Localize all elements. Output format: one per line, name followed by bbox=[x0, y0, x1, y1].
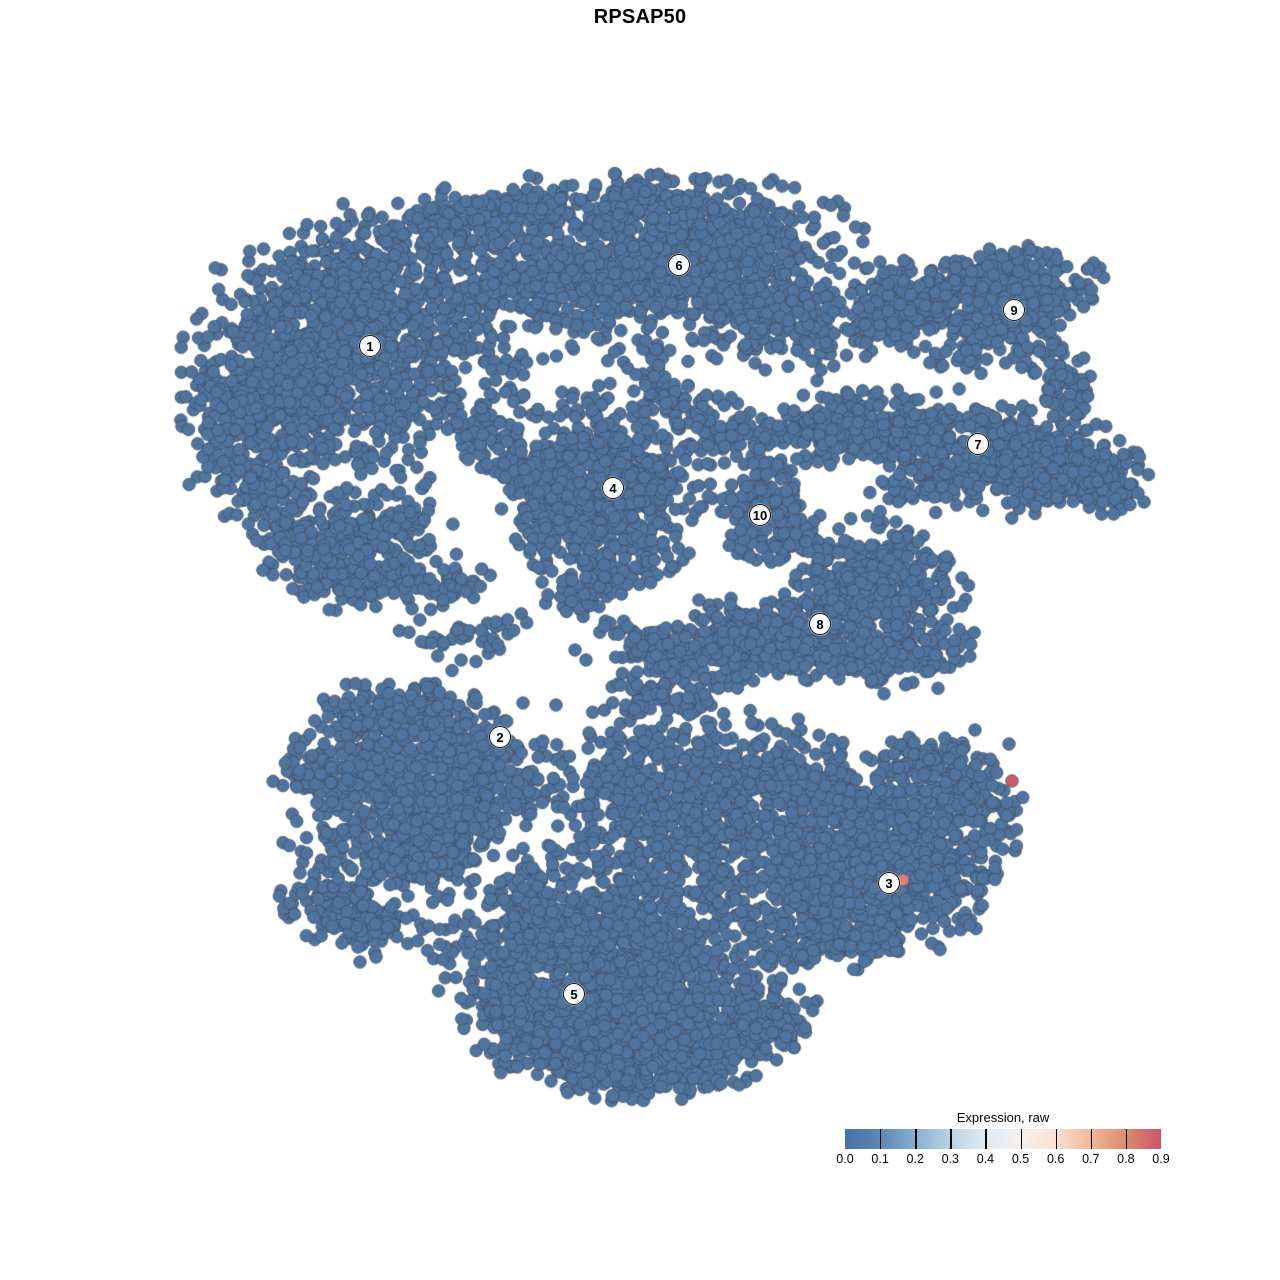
cluster-label-1[interactable]: 1 bbox=[359, 335, 381, 357]
cluster-label-4[interactable]: 4 bbox=[602, 477, 624, 499]
cluster-label-2[interactable]: 2 bbox=[489, 726, 511, 748]
colorbar-tick-label: 0.8 bbox=[1117, 1152, 1135, 1166]
cluster-label-7[interactable]: 7 bbox=[967, 433, 989, 455]
colorbar-tickmark bbox=[915, 1129, 917, 1149]
colorbar-bar[interactable] bbox=[845, 1129, 1161, 1149]
cluster-label-10[interactable]: 10 bbox=[749, 504, 771, 526]
colorbar-tick-label: 0.4 bbox=[976, 1152, 995, 1166]
colorbar-tick-label: 0.9 bbox=[1152, 1152, 1170, 1166]
colorbar-tick-label: 0.3 bbox=[941, 1152, 960, 1166]
colorbar-tickmark bbox=[985, 1129, 987, 1149]
cluster-label-8[interactable]: 8 bbox=[809, 613, 831, 635]
colorbar-title: Expression, raw bbox=[956, 1110, 1050, 1125]
colorbar-gradient bbox=[845, 1129, 1161, 1149]
colorbar-tick-label: 0.7 bbox=[1082, 1152, 1100, 1166]
colorbar-tickmark bbox=[1125, 1129, 1128, 1149]
cluster-label-3[interactable]: 3 bbox=[878, 872, 900, 894]
colorbar-tick-label: 0.6 bbox=[1046, 1152, 1065, 1166]
colorbar-tick-label: 0.2 bbox=[906, 1152, 924, 1166]
cluster-label-9[interactable]: 9 bbox=[1003, 299, 1025, 321]
cluster-label-6[interactable]: 6 bbox=[668, 254, 690, 276]
colorbar-tick-labels: 0.0 0.1 0.2 0.3 0.4 0.5 0.6 0.7 0.8 0.9 bbox=[836, 1152, 1169, 1172]
colorbar-tickmark bbox=[1055, 1129, 1057, 1149]
colorbar-tickmark bbox=[1020, 1129, 1022, 1149]
colorbar-tickmark bbox=[880, 1129, 882, 1149]
colorbar-tick-label: 0.1 bbox=[871, 1152, 889, 1166]
cluster-label-5[interactable]: 5 bbox=[563, 983, 585, 1005]
colorbar-tick-label: 0.5 bbox=[1011, 1152, 1030, 1166]
colorbar-tickmark bbox=[950, 1129, 952, 1149]
colorbar-tick-label: 0.0 bbox=[836, 1152, 854, 1166]
colorbar-tickmark bbox=[1090, 1129, 1093, 1149]
colorbar-legend: Expression, raw 0.0 0.1 0.2 0.3 0.4 0.5 0.6 0.7… bbox=[836, 1110, 1169, 1172]
